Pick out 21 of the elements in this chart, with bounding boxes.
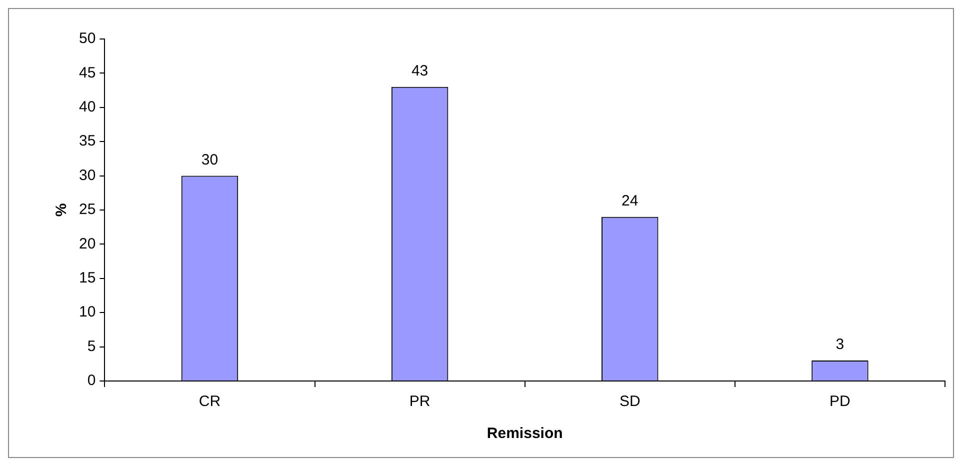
y-tick-label: 15 — [78, 270, 96, 287]
y-tick-label: 20 — [78, 235, 96, 252]
y-tick-label: 50 — [78, 30, 96, 48]
y-tick-label: 25 — [78, 201, 96, 218]
x-tick-label: CR — [198, 393, 221, 410]
y-tick-label: 30 — [78, 166, 96, 184]
y-tick-label: 35 — [78, 132, 96, 150]
y-tick-label: 40 — [78, 98, 96, 116]
data-label: 30 — [201, 151, 218, 168]
y-tick-label: 5 — [87, 338, 96, 355]
x-axis-title: Remission — [486, 425, 563, 442]
data-label: 3 — [836, 336, 844, 354]
y-tick-label: 0 — [87, 372, 96, 390]
y-axis-title: % — [53, 203, 70, 217]
y-tick-label: 45 — [78, 64, 96, 82]
x-tick-label: PR — [409, 393, 430, 410]
data-label: 24 — [622, 192, 638, 210]
x-tick-label: SD — [619, 393, 640, 410]
x-tick-label: PD — [830, 393, 851, 410]
data-label: 43 — [411, 62, 428, 80]
y-tick-label: 10 — [78, 304, 96, 321]
